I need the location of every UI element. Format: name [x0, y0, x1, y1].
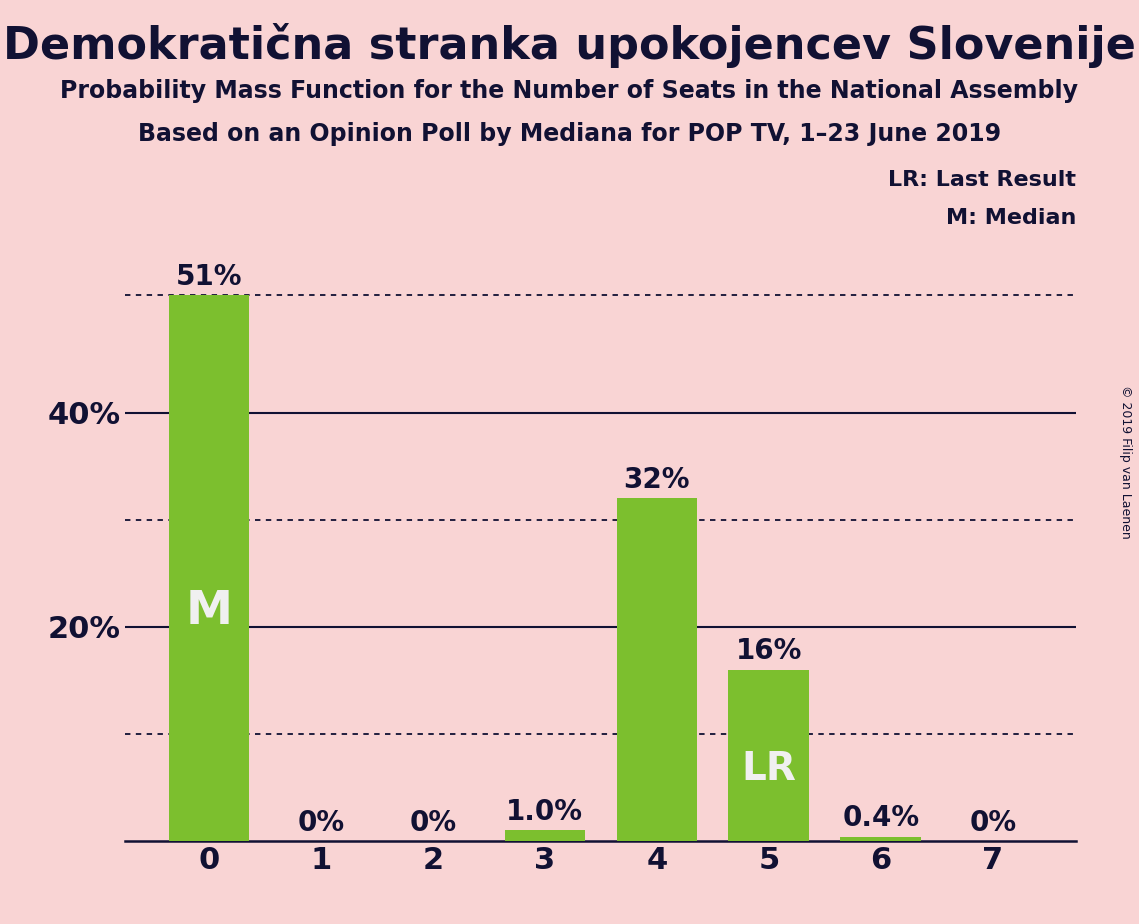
Bar	[729, 670, 809, 841]
Text: 16%: 16%	[736, 638, 802, 665]
Text: Probability Mass Function for the Number of Seats in the National Assembly: Probability Mass Function for the Number…	[60, 79, 1079, 103]
Text: © 2019 Filip van Laenen: © 2019 Filip van Laenen	[1118, 385, 1132, 539]
Text: 0%: 0%	[969, 808, 1016, 836]
Text: M: Median: M: Median	[947, 208, 1076, 228]
Bar	[505, 830, 585, 841]
Text: LR: Last Result: LR: Last Result	[888, 170, 1076, 189]
Text: 51%: 51%	[175, 262, 243, 291]
Text: 1.0%: 1.0%	[507, 797, 583, 826]
Bar	[841, 836, 921, 841]
Text: 32%: 32%	[623, 466, 690, 494]
Text: LR: LR	[741, 750, 796, 788]
Bar	[169, 295, 249, 841]
Text: Demokratična stranka upokojencev Slovenije: Demokratična stranka upokojencev Sloveni…	[3, 23, 1136, 68]
Text: Based on an Opinion Poll by Mediana for POP TV, 1–23 June 2019: Based on an Opinion Poll by Mediana for …	[138, 122, 1001, 146]
Text: 0.4%: 0.4%	[842, 804, 919, 833]
Text: 0%: 0%	[409, 808, 457, 836]
Bar	[616, 498, 697, 841]
Text: M: M	[186, 590, 232, 634]
Text: 0%: 0%	[297, 808, 344, 836]
